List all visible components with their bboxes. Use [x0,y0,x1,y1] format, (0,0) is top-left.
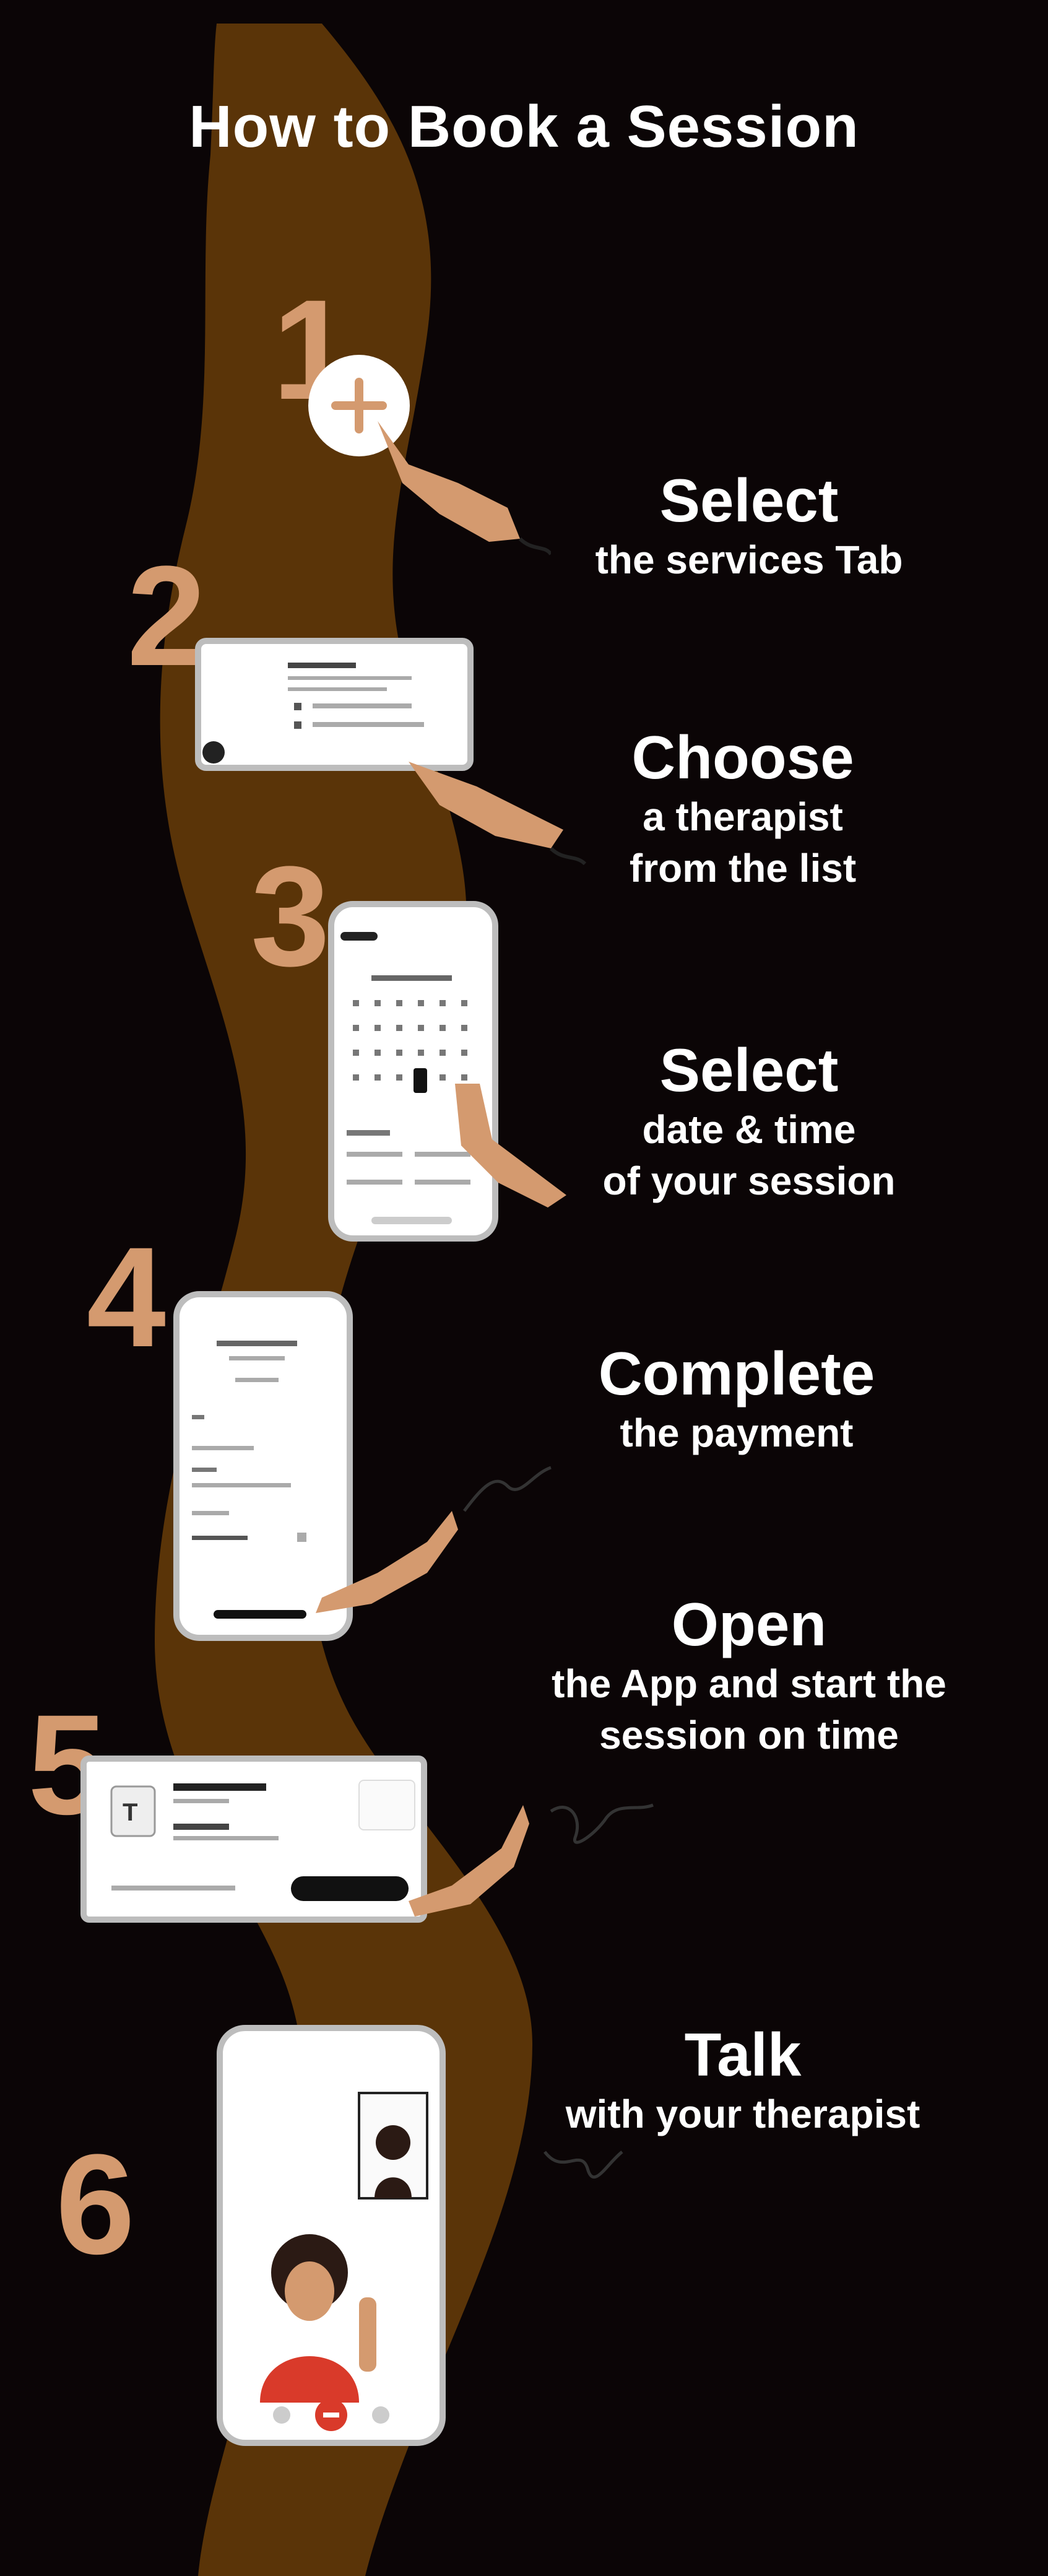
step-5-line-1: the App and start the [495,1658,1003,1710]
step-3-line-1: date & time [557,1104,941,1155]
step-6-line-1: with your therapist [520,2089,966,2140]
session-card: T [80,1756,427,1923]
step-1-text: Select the services Tab [545,468,953,586]
step-6-heading: Talk [520,2022,966,2089]
squiggle-decoration-6 [539,2139,625,2189]
step-5-text: Open the App and start the session on ti… [495,1591,1003,1761]
step-number-6: 6 [56,2133,135,2276]
svg-text:T: T [123,1799,137,1826]
step-2-line-1: a therapist [563,791,922,843]
list-lines [201,644,467,765]
squiggle-decoration-4 [458,1461,557,1517]
pointing-hand-icon-5 [396,1799,532,1923]
step-3-heading: Select [557,1037,941,1104]
step-5-line-2: session on time [495,1710,1003,1761]
step-4-text: Complete the payment [557,1341,916,1459]
step-2-heading: Choose [563,724,922,791]
squiggle-decoration-5 [545,1793,656,1855]
step-1-line-1: the services Tab [545,534,953,586]
step-6-text: Talk with your therapist [520,2022,966,2140]
step-2-text: Choose a therapist from the list [563,724,922,894]
step-3-line-2: of your session [557,1155,941,1207]
step-3-text: Select date & time of your session [557,1037,941,1207]
step-number-2: 2 [127,545,206,687]
step-4-line-1: the payment [557,1408,916,1459]
video-call-screen [223,2031,440,2440]
step-5-heading: Open [495,1591,1003,1658]
step-4-heading: Complete [557,1341,916,1408]
pointing-hand-icon-2 [402,749,588,873]
pointing-hand-icon-4 [303,1505,464,1616]
pointing-hand-icon [365,409,551,557]
step-2-line-2: from the list [563,843,922,894]
step-number-3: 3 [251,845,330,988]
step-number-4: 4 [87,1226,166,1368]
step-1-heading: Select [545,468,953,534]
session-card-content: T [87,1762,421,1917]
video-call-phone [217,2025,446,2446]
page-title: How to Book a Session [0,93,1048,161]
